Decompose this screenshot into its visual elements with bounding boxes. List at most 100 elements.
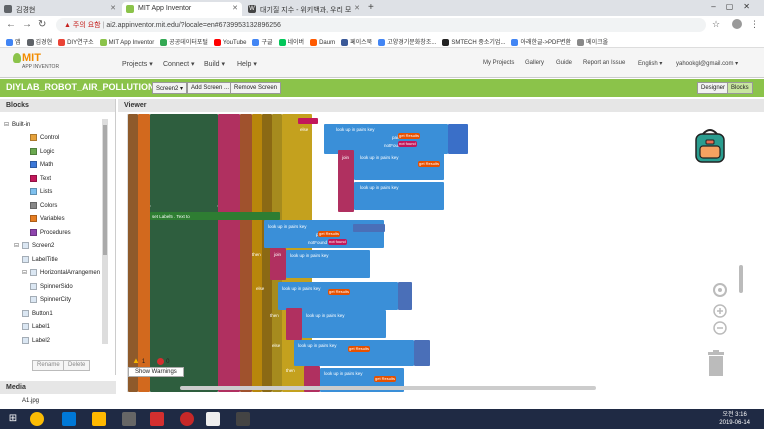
forward-icon[interactable]: → — [22, 19, 32, 30]
collapse-icon[interactable]: ⊟ — [4, 122, 10, 128]
not-found-block[interactable]: not found — [398, 141, 417, 147]
collapse-icon[interactable]: ⊟ — [14, 243, 20, 250]
join-block[interactable] — [304, 366, 320, 392]
block-category-logic[interactable]: Logic — [30, 147, 54, 155]
math-block[interactable] — [353, 224, 385, 232]
chrome-icon[interactable] — [30, 412, 44, 426]
browser-tab-1[interactable]: 김경현 ✕ — [0, 2, 120, 16]
remove-screen-button[interactable]: Remove Screen — [230, 82, 282, 94]
windows-start-icon[interactable]: ⊞ — [6, 412, 20, 426]
menu-help[interactable]: Help ▾ — [237, 61, 257, 68]
menu-icon[interactable]: ⋮ — [750, 19, 759, 29]
get-results-block[interactable]: get Results — [418, 161, 441, 167]
menu-projects[interactable]: Projects ▾ — [122, 61, 153, 68]
get-results-block[interactable]: get Results — [374, 376, 397, 382]
bookmark-item[interactable]: MIT App Inventor — [99, 38, 154, 46]
blocks-button[interactable]: Blocks — [727, 82, 753, 94]
app-icon[interactable] — [206, 412, 220, 426]
bookmark-item[interactable]: SMTECH 중소기업... — [442, 37, 505, 46]
math-block[interactable] — [414, 340, 430, 366]
block-strip[interactable] — [128, 114, 138, 392]
close-icon[interactable]: ✕ — [354, 5, 360, 12]
text-block[interactable] — [298, 118, 318, 124]
block-if[interactable] — [240, 114, 252, 392]
window-controls[interactable]: –▢✕ — [711, 2, 760, 11]
app-icon[interactable] — [150, 412, 164, 426]
backpack-icon[interactable] — [690, 126, 730, 166]
bookmark-item[interactable]: 네이버 — [278, 37, 304, 46]
join-block[interactable] — [270, 248, 286, 280]
lookup-block[interactable] — [278, 282, 398, 310]
block-category-text[interactable]: Text — [30, 174, 51, 182]
join-block[interactable] — [286, 308, 302, 340]
workspace-horizontal-scrollbar[interactable] — [180, 386, 596, 390]
menu-connect[interactable]: Connect ▾ — [163, 61, 195, 68]
component-labeltitle[interactable]: LabelTitle — [22, 255, 58, 263]
lookup-block[interactable] — [294, 340, 414, 366]
block-if[interactable] — [252, 114, 262, 392]
media-item[interactable]: A1.jpg — [22, 398, 40, 404]
blocks-workspace[interactable]: set Label5 . Text to else look up in pai… — [127, 114, 747, 392]
bookmark-item[interactable]: 메이크올 — [577, 37, 608, 46]
trash-icon[interactable] — [706, 350, 726, 380]
component-horizontalarrangemen[interactable]: ⊟ HorizontalArrangemen — [22, 269, 100, 276]
math-block[interactable] — [448, 124, 468, 154]
system-clock[interactable]: 오전 3:16 2019-06-14 — [719, 411, 750, 427]
lookup-block[interactable] — [286, 250, 370, 278]
bookmark-item[interactable]: 페이스북 — [341, 37, 372, 46]
url-input[interactable]: ▲ 주의 요함 | ai2.appinventor.mit.edu/?local… — [56, 18, 706, 32]
browser-tab-3[interactable]: W 대기질 지수 - 위키백과, 우리 모 ✕ — [244, 2, 364, 16]
reload-icon[interactable]: ↻ — [38, 19, 47, 30]
close-icon[interactable]: ✕ — [232, 5, 238, 12]
rename-button[interactable]: Rename — [32, 360, 65, 371]
component-label2[interactable]: Label2 — [22, 336, 50, 344]
block-category-math[interactable]: Math — [30, 161, 53, 168]
zoom-out-icon[interactable] — [713, 321, 727, 335]
delete-button[interactable]: Delete — [63, 360, 91, 371]
component-label1[interactable]: Label1 — [22, 323, 50, 330]
block-procedure[interactable] — [150, 114, 218, 206]
get-results-block[interactable]: get Results — [398, 133, 421, 139]
block-strip[interactable] — [138, 114, 150, 392]
set-label-block[interactable] — [150, 212, 280, 220]
not-found-block[interactable]: not found — [328, 239, 347, 245]
gallery-link[interactable]: Gallery — [525, 60, 545, 66]
get-results-block[interactable]: get Results — [348, 346, 371, 352]
get-results-block[interactable]: get Results — [328, 289, 351, 295]
bookmark-item[interactable]: 고양경기문화창조... — [378, 37, 436, 46]
block-category-variables[interactable]: Variables — [30, 215, 65, 222]
block-category-lists[interactable]: Lists — [30, 188, 52, 195]
block-join[interactable] — [218, 114, 240, 392]
bookmark-item[interactable]: Daum — [310, 38, 335, 46]
block-category-colors[interactable]: Colors — [30, 201, 57, 209]
lookup-block[interactable] — [354, 182, 444, 210]
menu-build[interactable]: Build ▾ — [204, 61, 226, 68]
math-block[interactable] — [398, 282, 412, 310]
component-spinnersido[interactable]: SpinnerSido — [30, 282, 73, 290]
block-category-control[interactable]: Control — [30, 134, 59, 141]
report-issue-link[interactable]: Report an Issue — [583, 60, 626, 66]
tree-built-in[interactable]: ⊟ Built-in — [4, 121, 30, 128]
lookup-block[interactable] — [302, 310, 386, 338]
language-menu[interactable]: English ▾ — [638, 61, 663, 67]
component-screen2[interactable]: ⊟ Screen2 — [14, 242, 54, 249]
add-screen-button[interactable]: Add Screen ... — [187, 82, 234, 94]
collapse-icon[interactable]: ⊟ — [22, 270, 28, 277]
new-tab-icon[interactable]: + — [368, 2, 374, 13]
profile-avatar[interactable] — [732, 19, 742, 29]
browser-tab-2[interactable]: MIT App Inventor ✕ — [122, 2, 242, 16]
app-icon[interactable] — [236, 412, 250, 426]
back-icon[interactable]: ← — [6, 19, 16, 30]
store-icon[interactable] — [122, 412, 136, 426]
recenter-icon[interactable] — [713, 283, 727, 297]
designer-button[interactable]: Designer — [697, 82, 730, 94]
account-menu[interactable]: yahookgl@gmail.com ▾ — [676, 61, 739, 67]
guide-link[interactable]: Guide — [556, 60, 573, 66]
bookmark-item[interactable]: 아래한글->PDF변환 — [511, 37, 571, 46]
component-spinnercity[interactable]: SpinnerCity — [30, 296, 71, 303]
scrollbar-thumb[interactable] — [103, 125, 107, 255]
join-block[interactable] — [338, 180, 354, 212]
bookmark-item[interactable]: 김경현 — [26, 37, 52, 46]
block-if[interactable] — [262, 114, 272, 392]
workspace-vertical-scrollbar[interactable] — [739, 265, 743, 293]
